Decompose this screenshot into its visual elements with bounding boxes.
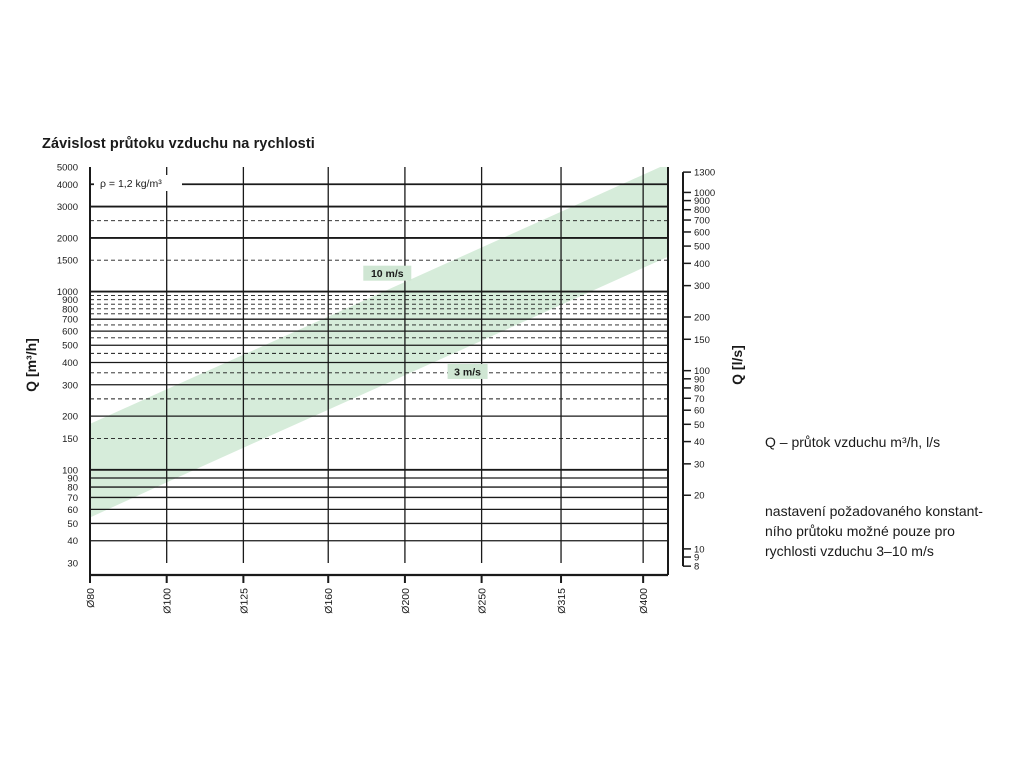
- left-tick-label: 300: [62, 380, 78, 391]
- right-tick-label: 9: [694, 553, 699, 564]
- left-tick-label: 70: [67, 493, 78, 504]
- series-label: 10 m/s: [371, 268, 404, 280]
- legend-setting-line: ního průtoku možné pouze pro: [765, 523, 955, 539]
- right-tick-label: 60: [694, 406, 705, 417]
- left-tick-label: 40: [67, 536, 78, 547]
- left-tick-label: 400: [62, 358, 78, 369]
- annotation-bg: [94, 175, 182, 191]
- chart-title: Závislost průtoku vzduchu na rychlosti: [42, 136, 315, 152]
- label-layer: 5000400030002000150010009008007006005004…: [23, 163, 745, 614]
- left-tick-label: 60: [67, 505, 78, 516]
- y-axis-left-title: Q [m³/h]: [23, 338, 39, 392]
- left-tick-label: 800: [62, 304, 78, 315]
- x-tick-label: Ø400: [638, 588, 650, 614]
- right-tick-label: 40: [694, 437, 705, 448]
- right-tick-label: 30: [694, 459, 705, 470]
- left-tick-label: 150: [62, 434, 78, 445]
- left-tick-label: 2000: [57, 233, 78, 244]
- left-tick-label: 80: [67, 483, 78, 494]
- series-label: 3 m/s: [454, 366, 481, 378]
- right-tick-label: 700: [694, 216, 710, 227]
- right-tick-label: 900: [694, 196, 710, 207]
- right-tick-label: 100: [694, 366, 710, 377]
- x-tick-label: Ø250: [477, 588, 489, 614]
- legend-setting-note: nastavení požadovaného konstant- ního pr…: [765, 501, 1015, 561]
- left-tick-label: 100: [62, 465, 78, 476]
- right-tick-label: 20: [694, 491, 705, 502]
- right-tick-label: 80: [694, 383, 705, 394]
- left-tick-label: 90: [67, 473, 78, 484]
- left-tick-label: 50: [67, 519, 78, 530]
- velocity-band: [90, 167, 668, 518]
- x-tick-label: Ø160: [323, 588, 335, 614]
- left-tick-label: 700: [62, 315, 78, 326]
- right-tick-label: 1300: [694, 168, 715, 179]
- series-label-bg: [363, 265, 412, 281]
- left-tick-label: 5000: [57, 163, 78, 174]
- left-tick-label: 30: [67, 559, 78, 570]
- left-tick-label: 500: [62, 341, 78, 352]
- right-tick-label: 400: [694, 259, 710, 270]
- right-tick-label: 8: [694, 562, 699, 573]
- right-tick-label: 150: [694, 335, 710, 346]
- left-tick-label: 900: [62, 295, 78, 306]
- legend-setting-line: nastavení požadovaného konstant-: [765, 503, 983, 519]
- velocity-band-layer: [90, 167, 668, 518]
- left-tick-label: 3000: [57, 202, 78, 213]
- right-tick-label: 1000: [694, 188, 715, 199]
- right-tick-label: 500: [694, 242, 710, 253]
- legend-q-description: Q – průtok vzduchu m³/h, l/s: [765, 434, 941, 450]
- axis-layer: [89, 167, 691, 583]
- left-tick-label: 1000: [57, 287, 78, 298]
- x-tick-label: Ø80: [85, 588, 97, 608]
- x-tick-label: Ø125: [238, 588, 250, 614]
- right-tick-label: 600: [694, 227, 710, 238]
- right-tick-label: 800: [694, 205, 710, 216]
- right-tick-label: 200: [694, 313, 710, 324]
- right-tick-label: 70: [694, 394, 705, 405]
- left-tick-label: 200: [62, 412, 78, 423]
- x-tick-label: Ø100: [162, 588, 174, 614]
- left-tick-label: 1500: [57, 256, 78, 267]
- right-tick-label: 50: [694, 420, 705, 431]
- x-tick-label: Ø315: [556, 588, 568, 614]
- y-axis-right-title: Q [l/s]: [729, 345, 745, 385]
- right-tick-label: 10: [694, 544, 705, 555]
- series-label-bg: [447, 363, 488, 379]
- right-tick-label: 90: [694, 374, 705, 385]
- density-annotation: ρ = 1,2 kg/m³: [100, 178, 162, 190]
- left-tick-label: 4000: [57, 180, 78, 191]
- right-tick-label: 300: [694, 281, 710, 292]
- left-tick-label: 600: [62, 327, 78, 338]
- grid-layer: [89, 167, 668, 563]
- x-tick-label: Ø200: [400, 588, 412, 614]
- legend-setting-line: rychlosti vzduchu 3–10 m/s: [765, 543, 934, 559]
